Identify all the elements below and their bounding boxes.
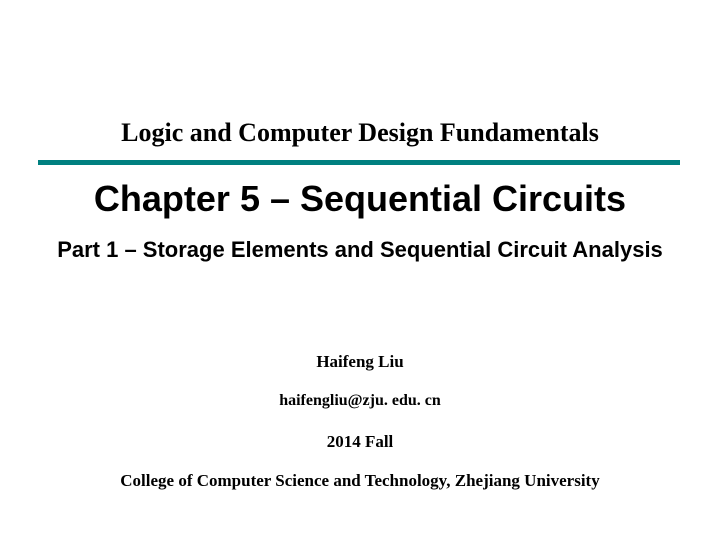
chapter-title: Chapter 5 – Sequential Circuits <box>0 178 720 220</box>
author-email: haifengliu@zju. edu. cn <box>0 392 720 410</box>
divider-line <box>38 160 680 165</box>
slide-title-page: Logic and Computer Design Fundamentals C… <box>0 0 720 540</box>
part-title: Part 1 – Storage Elements and Sequential… <box>38 236 682 264</box>
course-title: Logic and Computer Design Fundamentals <box>0 118 720 148</box>
author-name: Haifeng Liu <box>0 352 720 372</box>
affiliation: College of Computer Science and Technolo… <box>0 470 720 491</box>
term-label: 2014 Fall <box>0 432 720 452</box>
